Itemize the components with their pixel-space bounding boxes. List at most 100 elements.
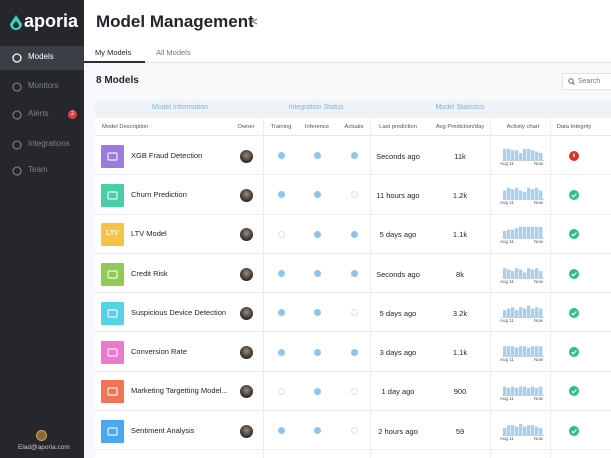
table-row[interactable] bbox=[95, 175, 611, 215]
nav-label: Integrations bbox=[28, 139, 70, 148]
nav-item[interactable]: Integrations bbox=[0, 133, 84, 157]
avg-prediction: 1.2k bbox=[452, 190, 468, 200]
table-row[interactable] bbox=[95, 136, 611, 176]
status-training bbox=[277, 191, 285, 199]
activity-bar bbox=[519, 387, 523, 396]
model-name[interactable]: Churn Prediction bbox=[131, 189, 187, 199]
activity-bar bbox=[503, 309, 507, 317]
activity-bar bbox=[527, 388, 531, 396]
activity-bar bbox=[503, 267, 507, 278]
activity-bar bbox=[531, 387, 535, 396]
activity-bar bbox=[531, 149, 535, 160]
model-name[interactable]: Suspicious Device Detection bbox=[131, 307, 227, 317]
integrity-circle bbox=[569, 347, 579, 358]
nav-item[interactable]: Monitors bbox=[0, 75, 84, 99]
activity-bar bbox=[527, 148, 531, 160]
group-header-bar bbox=[95, 100, 611, 118]
table-row[interactable] bbox=[95, 293, 611, 333]
column-header: Training bbox=[270, 124, 292, 130]
model-icon-glyph bbox=[107, 269, 118, 279]
status-actuals bbox=[350, 191, 358, 199]
model-name[interactable]: Conversion Rate bbox=[131, 347, 187, 357]
model-icon bbox=[101, 144, 124, 168]
activity-bar bbox=[515, 228, 519, 239]
activity-bar bbox=[503, 346, 507, 357]
activity-chart bbox=[502, 305, 544, 318]
user-email[interactable]: Elad@aporia.com bbox=[18, 444, 70, 451]
nav-icon-shape bbox=[12, 166, 22, 176]
nav-item[interactable]: Models bbox=[0, 46, 84, 70]
avg-prediction: 11k bbox=[454, 151, 466, 161]
activity-bar bbox=[531, 269, 535, 278]
activity-bar bbox=[503, 231, 507, 239]
model-name[interactable]: Credit Risk bbox=[131, 268, 168, 278]
integrity-icon bbox=[569, 189, 579, 200]
nav-item[interactable]: Alerts 2 bbox=[0, 103, 84, 127]
table-row[interactable] bbox=[95, 411, 611, 451]
table-row[interactable] bbox=[95, 372, 611, 412]
owner-avatar bbox=[240, 385, 253, 399]
activity-bar bbox=[539, 227, 543, 239]
activity-bar bbox=[507, 308, 511, 317]
table-row[interactable] bbox=[95, 254, 611, 294]
activity-bar bbox=[507, 388, 511, 396]
activity-chart bbox=[502, 187, 544, 200]
owner-avatar bbox=[240, 267, 253, 281]
activity-bar bbox=[531, 424, 535, 435]
nav-label: Monitors bbox=[28, 81, 59, 90]
model-icon bbox=[101, 301, 124, 325]
activity-bar bbox=[539, 427, 543, 435]
activity-bar bbox=[523, 387, 527, 396]
activity-bar bbox=[523, 271, 527, 278]
activity-bar bbox=[539, 270, 543, 278]
nav-item[interactable]: Team bbox=[0, 159, 84, 183]
integrity-check bbox=[571, 311, 577, 316]
last-prediction: Seconds ago bbox=[376, 269, 420, 279]
status-training bbox=[277, 387, 285, 395]
activity-bar bbox=[535, 187, 539, 199]
tab[interactable]: My Models bbox=[95, 48, 132, 57]
integrity-icon bbox=[569, 347, 579, 358]
logo-text: aporia bbox=[24, 11, 79, 31]
status-actuals bbox=[350, 427, 358, 435]
tab[interactable]: All Models bbox=[156, 48, 191, 57]
activity-start: Aug 11 bbox=[500, 278, 514, 284]
last-prediction: 3 days ago bbox=[379, 348, 417, 358]
search-box[interactable]: Search bbox=[562, 73, 611, 90]
model-name[interactable]: Sentiment Analysis bbox=[131, 425, 195, 435]
table-row[interactable] bbox=[95, 333, 611, 372]
nav-badge: 2 bbox=[68, 110, 77, 119]
activity-bar bbox=[515, 267, 519, 278]
activity-bar bbox=[515, 149, 519, 160]
model-name[interactable]: LTV Model bbox=[131, 229, 167, 239]
avg-prediction: 1.1k bbox=[452, 230, 468, 240]
nav-icon-shape bbox=[12, 82, 22, 92]
search-glass bbox=[568, 78, 574, 84]
model-name[interactable]: XGB Fraud Detection bbox=[131, 150, 203, 160]
status-actuals bbox=[350, 230, 358, 238]
activity-bar bbox=[515, 347, 519, 357]
table-row[interactable] bbox=[95, 215, 611, 254]
logo-inner bbox=[13, 21, 19, 28]
activity-bar bbox=[535, 426, 539, 435]
nav-icon bbox=[12, 166, 22, 176]
activity-bar bbox=[515, 426, 519, 435]
integrity-circle bbox=[569, 386, 579, 397]
column-divider bbox=[550, 118, 551, 458]
column-header: Actuals bbox=[344, 124, 364, 130]
activity-bar bbox=[535, 151, 539, 160]
glyph-shape bbox=[107, 191, 118, 200]
activity-bar bbox=[523, 346, 527, 357]
column-header: Owner bbox=[237, 124, 255, 130]
activity-bar bbox=[519, 190, 523, 199]
status-inference bbox=[313, 270, 321, 278]
activity-bar bbox=[523, 426, 527, 435]
integrity-icon bbox=[569, 307, 579, 318]
nav-icon bbox=[12, 53, 22, 63]
model-name[interactable]: Marketing Targetting Model... bbox=[131, 386, 228, 396]
group-header: Model Statistics bbox=[435, 104, 485, 111]
integrity-check bbox=[571, 428, 577, 434]
activity-start: Aug 11 bbox=[500, 160, 514, 166]
activity-bar bbox=[535, 307, 539, 317]
activity-bar bbox=[535, 227, 539, 239]
